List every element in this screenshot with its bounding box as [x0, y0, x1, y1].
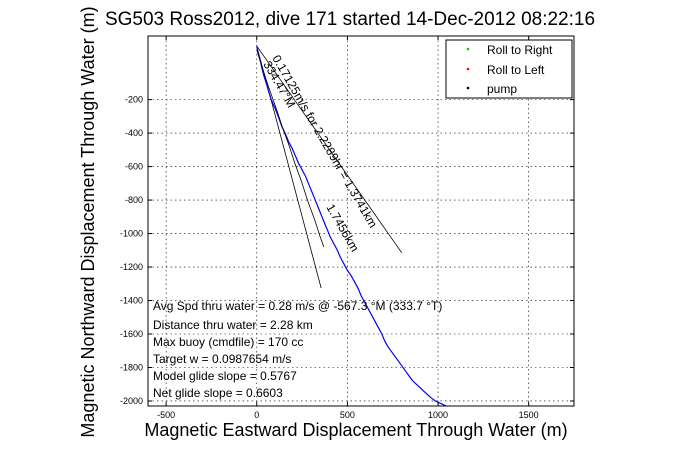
y-tick-label: -600 [125, 162, 143, 172]
y-tick-label: -1800 [120, 362, 143, 372]
reference-line [256, 45, 403, 254]
tick-layer: -500 0 500 1000 1500 -2000 -1800 -1600 -1400 -120… [120, 36, 574, 420]
y-tick-label: -1000 [120, 229, 143, 239]
y-tick-label: -1200 [120, 262, 143, 272]
x-axis-title: Magnetic Eastward Displacement Through W… [144, 420, 567, 440]
legend-marker [466, 86, 470, 90]
stats-line: Model glide slope = 0.5767 [153, 369, 297, 383]
grid-layer [148, 36, 574, 406]
stats-line: Distance thru water = 2.28 km [153, 318, 313, 332]
x-tick-label: 1000 [428, 410, 448, 420]
x-tick-label: 500 [340, 410, 355, 420]
y-tick-label: -2000 [120, 396, 143, 406]
y-axis-title: Magnetic Northward Displacement Through … [78, 6, 98, 437]
chart-title: SG503 Ross2012, dive 171 started 14-Dec-… [105, 9, 595, 30]
y-tick-label: -800 [125, 195, 143, 205]
x-tick-label: 0 [254, 410, 259, 420]
legend-label: pump [487, 82, 517, 96]
series-line [256, 49, 325, 248]
legend-marker [466, 67, 470, 71]
y-tick-label: -1400 [120, 296, 143, 306]
series-layer [256, 45, 447, 407]
legend-label: Roll to Left [487, 63, 545, 77]
legend-label: Roll to Right [487, 43, 553, 57]
y-tick-label: -1600 [120, 329, 143, 339]
y-tick-label: -200 [125, 95, 143, 105]
stats-line: Target w = 0.0987654 m/s [153, 352, 291, 366]
x-tick-label: 1500 [519, 410, 539, 420]
stats-line: Avg Spd thru water = 0.28 m/s @ -567.3 °… [153, 299, 442, 313]
x-tick-label: -500 [157, 410, 175, 420]
plot-frame [147, 35, 575, 407]
y-tick-label: -400 [125, 128, 143, 138]
legend-marker [466, 47, 470, 51]
stats-line: Max buoy (cmdfile) = 170 cc [153, 335, 303, 349]
legend: Roll to Right Roll to Left pump [445, 39, 573, 99]
series-line [256, 45, 447, 407]
stats-line: Net glide slope = 0.6603 [153, 386, 283, 400]
